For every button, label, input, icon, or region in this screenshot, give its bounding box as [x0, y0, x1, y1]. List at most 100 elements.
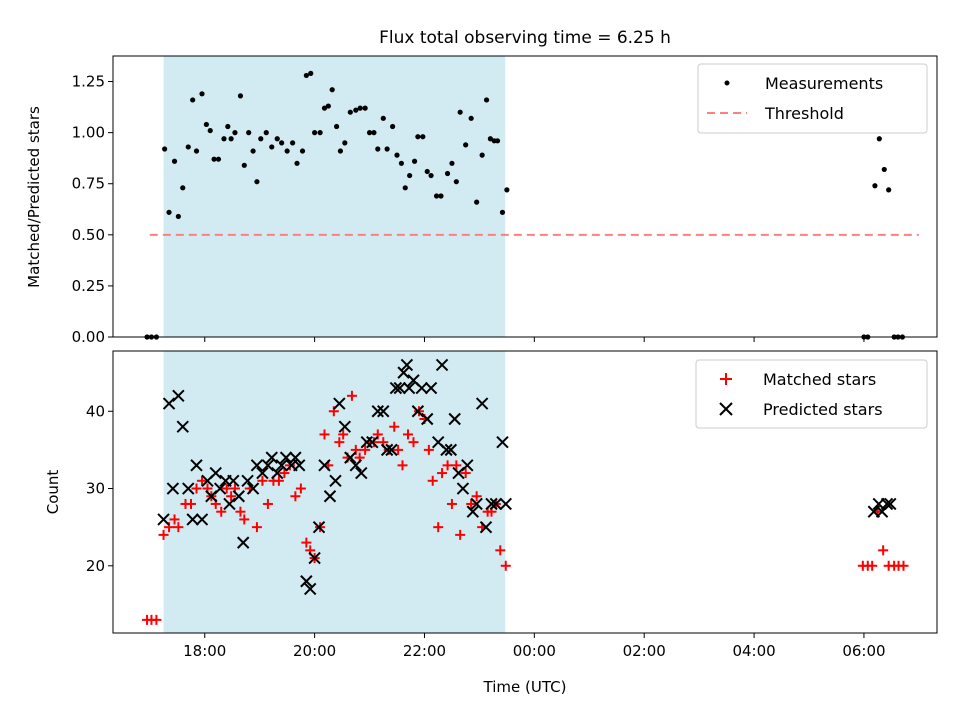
measurement-point: [375, 146, 381, 152]
measurement-point: [872, 183, 878, 189]
predicted-star-point: [241, 474, 254, 488]
predicted-star-point: [182, 482, 195, 495]
legend-threshold-label: Threshold: [764, 104, 844, 123]
measurement-point: [190, 97, 196, 103]
matched-star-point: [338, 429, 349, 440]
measurement-point: [241, 162, 247, 168]
predicted-star-point: [475, 397, 489, 410]
measurement-point: [420, 134, 426, 140]
x-tick-label: 06:00: [842, 642, 885, 660]
top-y-axis-label: Matched/Predicted stars: [25, 106, 43, 288]
predicted-star-point: [223, 497, 236, 511]
measurement-point: [166, 209, 172, 215]
measurement-point: [185, 144, 191, 150]
matched-star-point: [495, 545, 506, 556]
predicted-star-point: [349, 459, 363, 472]
bottom-panel: 20 30 40 18:00 20:00 22:00 00:00 02:00 04:00 06:…: [44, 350, 938, 696]
predicted-star-point: [176, 420, 189, 433]
measurement-point: [380, 115, 386, 121]
bottom-x-axis-label: Time (UTC): [483, 678, 567, 696]
matched-star-point: [196, 475, 207, 486]
predicted-star-point: [880, 497, 894, 511]
measurement-point: [407, 172, 413, 179]
measurement-point: [228, 136, 234, 142]
measurement-point: [504, 187, 510, 193]
matched-star-point: [295, 483, 306, 494]
y-tick-label: 30: [86, 480, 105, 498]
matched-star-point: [239, 514, 250, 525]
matched-star-point: [251, 522, 262, 533]
top-y-ticks: 0.00 0.25 0.50 0.75 1.00 1.25: [72, 73, 113, 346]
measurement-point: [317, 130, 323, 136]
measurement-point: [175, 213, 181, 220]
measurement-point: [468, 115, 474, 121]
x-tick-label: 20:00: [293, 642, 336, 660]
matched-star-point: [471, 491, 482, 502]
predicted-star-point: [300, 575, 313, 588]
predicted-star-point: [380, 443, 394, 457]
predicted-star-point: [293, 459, 306, 472]
bottom-x-ticks: 18:00 20:00 22:00 00:00 02:00 04:00 06:00: [183, 633, 886, 660]
measurement-point: [221, 136, 227, 142]
measurement-point: [411, 158, 418, 164]
bottom-legend-box: [695, 359, 928, 429]
predicted-star-point: [172, 389, 185, 403]
measurement-point: [415, 134, 421, 140]
matched-star-point: [423, 444, 434, 455]
measurement-point: [312, 130, 318, 136]
matched-star-point: [279, 468, 290, 479]
measurement-point: [329, 87, 335, 93]
matched-star-point: [290, 491, 301, 502]
legend-predicted-label: Predicted stars: [763, 400, 883, 419]
matched-star-point: [216, 506, 227, 517]
predicted-star-point: [232, 490, 246, 503]
matched-star-point: [446, 498, 457, 509]
predicted-star-point: [411, 405, 425, 418]
predicted-star-point: [496, 435, 509, 449]
predicted-star-point: [344, 451, 357, 464]
measurement-point: [394, 152, 400, 158]
measurement-point: [207, 127, 213, 134]
predicted-star-point: [304, 582, 317, 596]
predicted-star-point: [256, 466, 269, 480]
matched-star-point: [389, 421, 400, 432]
predicted-star-point: [308, 551, 321, 565]
predicted-star-point: [329, 474, 342, 488]
predicted-star-point: [485, 497, 498, 511]
measurement-point: [449, 160, 455, 166]
predicted-star-point: [421, 412, 434, 426]
matched-star-point: [169, 514, 180, 525]
predicted-star-point: [166, 482, 180, 495]
measurement-point: [881, 166, 887, 173]
measurement-point: [337, 148, 344, 154]
x-tick-label: 22:00: [403, 642, 446, 660]
predicted-star-point: [162, 397, 176, 410]
top-panel: 0.00 0.25 0.50 0.75 1.00 1.25 Matched/Predict…: [25, 55, 938, 346]
measurement-point: [232, 130, 238, 136]
measurement-point: [402, 185, 408, 191]
predicted-star-point: [466, 505, 480, 518]
predicted-star-point: [355, 466, 368, 480]
y-tick-label: 1.25: [72, 73, 105, 91]
measurement-point: [171, 158, 178, 164]
predicted-star-point: [338, 420, 352, 433]
matched-star-point: [437, 468, 448, 479]
x-tick-label: 00:00: [513, 642, 556, 660]
predicted-star-point: [884, 497, 897, 511]
measurement-point: [474, 199, 480, 205]
predicted-star-point: [479, 520, 493, 534]
measurement-point: [162, 146, 168, 152]
shaded-observing-window: [163, 56, 506, 337]
measurement-point: [353, 107, 359, 113]
bottom-plot-frame: [112, 350, 938, 634]
predicted-star-point: [385, 443, 398, 457]
measurement-point: [303, 72, 309, 79]
matched-star-point: [226, 491, 237, 502]
y-tick-label: 20: [86, 557, 105, 575]
measurement-point: [362, 105, 368, 111]
measurement-point: [237, 93, 244, 99]
measurement-point: [199, 91, 205, 97]
matched-star-point: [151, 614, 162, 625]
matched-star-point: [262, 498, 273, 509]
